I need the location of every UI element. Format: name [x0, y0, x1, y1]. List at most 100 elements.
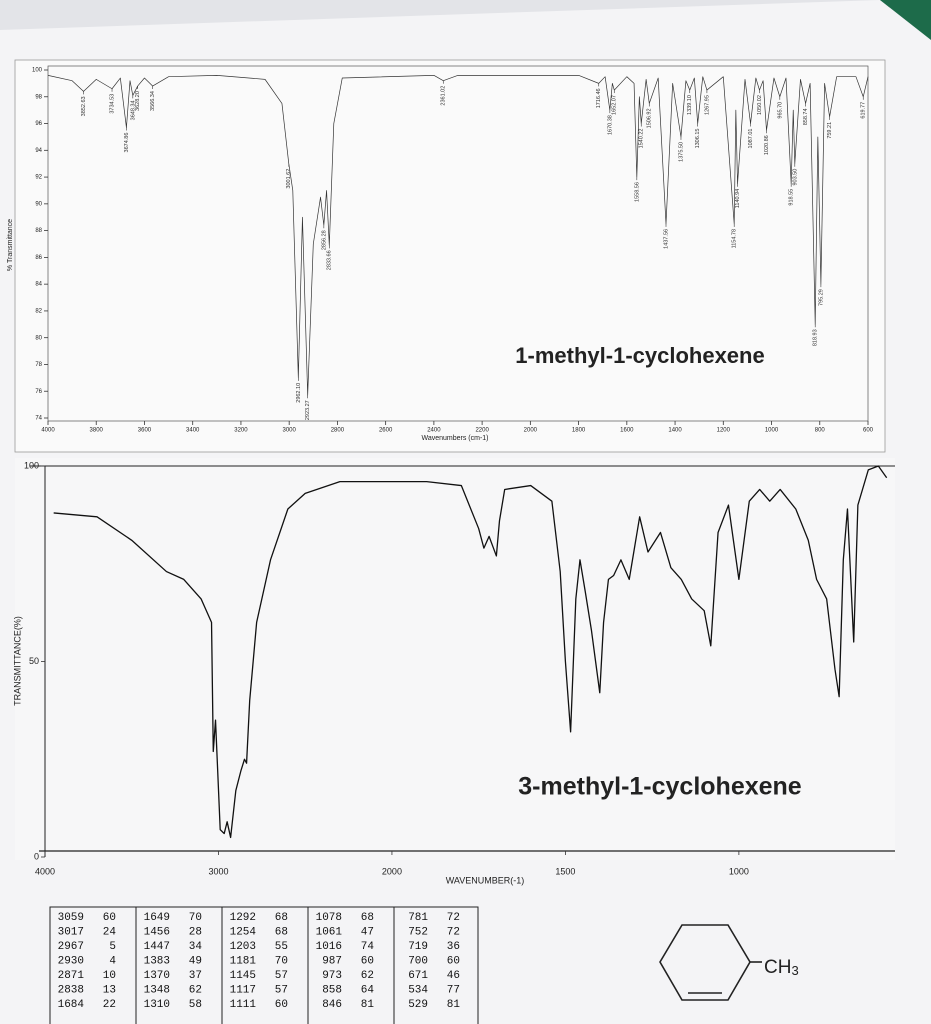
x-tick-label: 2000	[382, 866, 402, 876]
peak-label: 1140.94	[735, 189, 741, 208]
x-tick-label: 2000	[524, 428, 538, 434]
x-tick-label: 1600	[620, 428, 634, 434]
table-cell: 47	[361, 926, 374, 938]
y-tick-label: 88	[35, 228, 42, 234]
table-cell: 671	[408, 970, 428, 982]
table-cell: 2930	[58, 955, 84, 967]
peak-label: 3628.20	[135, 91, 141, 111]
peak-label: 1716.46	[596, 88, 602, 108]
table-cell: 81	[361, 999, 375, 1011]
peak-label: 3001.62	[286, 169, 292, 189]
y-tick-label: 98	[35, 94, 42, 100]
table-cell: 719	[408, 941, 428, 953]
table-cell: 1447	[144, 941, 170, 953]
y-axis-label: TRANSMITTANCE(%)	[12, 616, 22, 706]
table-cell: 1117	[230, 984, 256, 996]
x-tick-label: 1500	[555, 866, 575, 876]
table-cell: 70	[275, 955, 288, 967]
y-tick-label: 0	[34, 851, 39, 861]
x-tick-label: 3000	[282, 428, 296, 434]
spectrum-line	[47, 75, 869, 396]
table-cell: 3059	[58, 912, 84, 924]
corner	[880, 0, 931, 40]
table-cell: 846	[322, 999, 342, 1011]
x-tick-label: 3800	[90, 428, 104, 434]
peak-label: 3734.53	[109, 94, 115, 114]
table-cell: 58	[189, 999, 202, 1011]
y-tick-label: 92	[35, 175, 42, 181]
peak-label: 1050.02	[757, 95, 763, 115]
table-cell: 72	[447, 912, 460, 924]
methyl-label: CH3	[764, 957, 799, 978]
x-tick-label: 1800	[572, 428, 586, 434]
x-tick-label: 2200	[475, 428, 489, 434]
table-cell: 2871	[58, 970, 85, 982]
y-tick-label: 100	[24, 460, 39, 470]
table-cell: 81	[447, 999, 461, 1011]
peak-label: 1670.38	[607, 115, 613, 135]
table-cell: 64	[361, 984, 375, 996]
peak-label: 1154.78	[732, 229, 738, 248]
table-cell: 68	[275, 926, 288, 938]
x-tick-label: 3000	[208, 866, 228, 876]
peak-label: 3674.86	[124, 133, 130, 153]
y-tick-label: 84	[35, 282, 42, 288]
peak-label: 2962.10	[296, 383, 302, 403]
top-panel	[14, 59, 886, 453]
table-cell: 1016	[316, 941, 342, 953]
structure	[659, 924, 762, 1001]
y-tick-label: 82	[35, 309, 42, 315]
table-cell: 858	[322, 984, 342, 996]
table-cell: 37	[189, 970, 202, 982]
table-cell: 77	[447, 984, 460, 996]
peak-table: 3059 60 1649 70 1292 68 1078 68 781 72 3017 24 1456 2…	[49, 906, 479, 1024]
methyl-sub: 3	[791, 963, 798, 978]
table-cell: 1456	[144, 926, 170, 938]
bottom-panel	[15, 458, 895, 860]
table-cell: 973	[322, 970, 342, 982]
table-border	[49, 906, 479, 1024]
y-tick-label: 76	[35, 389, 42, 395]
table-cell: 72	[447, 926, 460, 938]
table-cell: 1348	[144, 984, 170, 996]
table-cell: 1383	[144, 955, 170, 967]
table-cell: 1684	[58, 999, 85, 1011]
x-tick-label: 1200	[717, 428, 731, 434]
y-tick-label: 94	[35, 148, 42, 154]
peak-label: 1267.95	[704, 95, 710, 115]
table-cell: 62	[189, 984, 202, 996]
peak-label: 2856.28	[321, 230, 327, 250]
x-tick-label: 600	[863, 428, 874, 434]
table-cell: 28	[189, 926, 202, 938]
peak-label: 795.29	[818, 289, 824, 306]
table-cell: 752	[408, 926, 428, 938]
table-cell: 5	[109, 941, 116, 953]
table-cell: 700	[408, 955, 428, 967]
x-tick-label: 800	[815, 428, 826, 434]
table-cell: 55	[275, 941, 288, 953]
peak-label: 1558.56	[634, 182, 640, 202]
x-tick-label: 1000	[765, 428, 779, 434]
peak-label: 2361.02	[441, 86, 447, 106]
peak-label: 903.50	[792, 169, 798, 186]
x-tick-label: 2400	[427, 428, 441, 434]
table-cell: 22	[103, 999, 116, 1011]
table-cell: 987	[322, 955, 342, 967]
table-cell: 36	[447, 941, 460, 953]
peak-label: 1339.10	[687, 95, 693, 115]
peak-label: 3566.34	[150, 91, 156, 111]
x-axis-label: WAVENUMBER(-1)	[446, 875, 525, 885]
y-tick-label: 74	[35, 416, 42, 422]
table-cell: 62	[361, 970, 374, 982]
table-cell: 1078	[316, 912, 342, 924]
y-tick-label: 50	[29, 656, 39, 666]
y-tick-label: 90	[35, 201, 42, 207]
table-cell: 529	[408, 999, 428, 1011]
peak-label: 1506.92	[647, 108, 653, 128]
table-cell: 10	[103, 970, 116, 982]
table-cell: 2967	[58, 941, 84, 953]
peak-label: 1020.86	[764, 135, 770, 155]
table-cell: 3017	[58, 926, 84, 938]
